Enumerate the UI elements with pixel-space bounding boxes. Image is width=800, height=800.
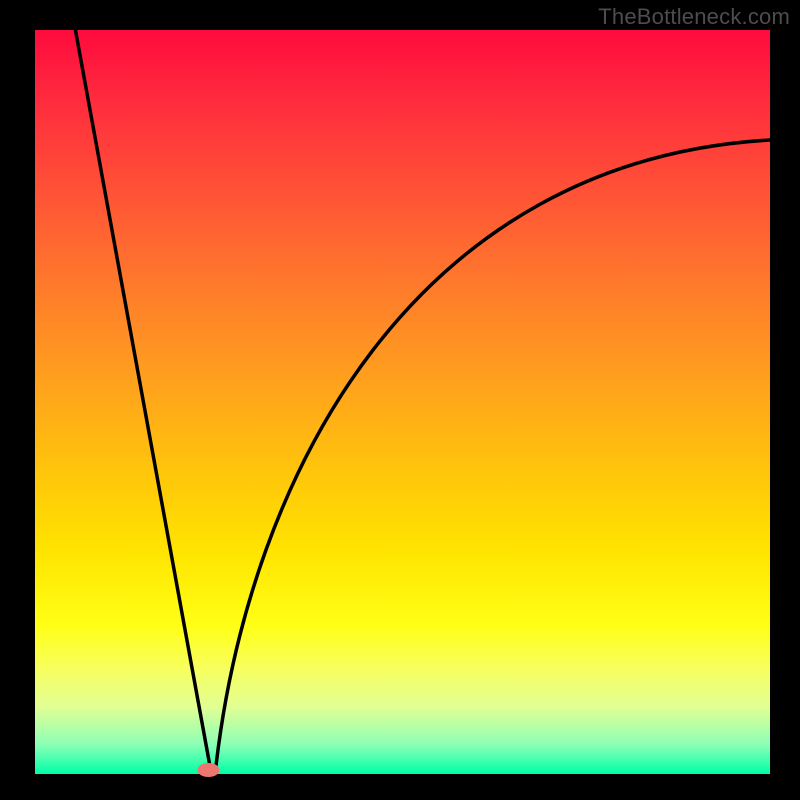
chart-svg [0,0,800,800]
plot-background [35,30,770,774]
watermark-text: TheBottleneck.com [598,4,790,30]
chart-frame: TheBottleneck.com [0,0,800,800]
minimum-marker [197,763,219,777]
